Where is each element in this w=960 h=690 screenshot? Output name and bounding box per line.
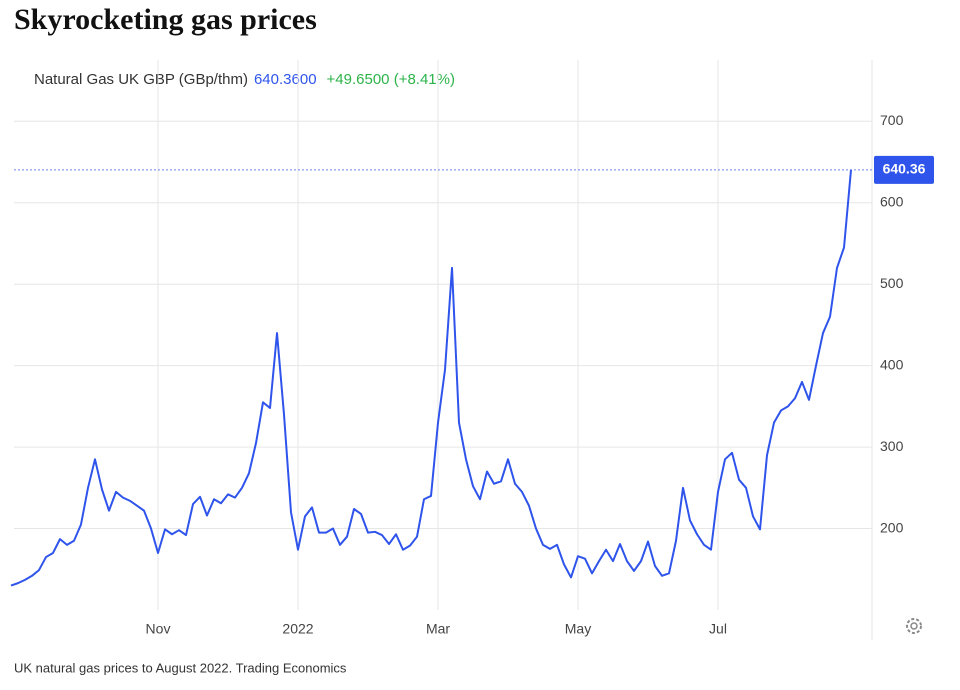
last-price: 640.3600: [254, 71, 317, 88]
x-tick-label: May: [565, 621, 591, 637]
x-tick-label: Jul: [709, 621, 727, 637]
price-line: [10, 169, 852, 587]
instrument: Natural Gas UK GBP (GBp/thm): [34, 71, 248, 88]
chart-title: Natural Gas UK GBP (GBp/thm) 640.3600 +49.…: [34, 71, 455, 88]
page-title: Skyrocketing gas prices: [14, 3, 317, 36]
last-value-label: 640.36: [883, 161, 926, 177]
y-tick-label: 400: [880, 356, 904, 372]
y-tick-label: 500: [880, 275, 904, 291]
x-tick-label: Mar: [426, 621, 450, 637]
source: UK natural gas prices to August 2022. Tr…: [14, 660, 347, 675]
x-tick-label: Nov: [146, 621, 171, 637]
y-tick-label: 600: [880, 193, 904, 209]
last-value-box: [874, 155, 934, 184]
y-tick-label: 200: [880, 519, 904, 535]
settings-icon[interactable]: [906, 618, 922, 634]
y-tick-label: 300: [880, 438, 904, 454]
y-tick-label: 700: [880, 112, 904, 128]
x-tick-label: 2022: [282, 621, 313, 637]
price-change: +49.6500 (+8.41%): [327, 71, 455, 88]
